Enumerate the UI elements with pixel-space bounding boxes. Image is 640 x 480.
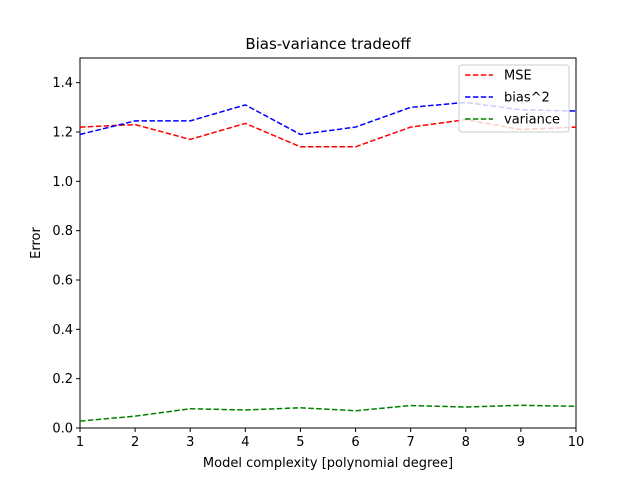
legend-label: MSE [504, 69, 532, 84]
chart-title: Bias-variance tradeoff [245, 35, 411, 53]
y-tick-label: 0.2 [52, 372, 73, 387]
y-tick-label: 1.0 [52, 175, 73, 190]
x-tick-label: 1 [76, 435, 84, 450]
x-tick-label: 3 [186, 435, 194, 450]
x-axis-label: Model complexity [polynomial degree] [203, 456, 453, 471]
y-axis-label: Error [29, 227, 44, 259]
x-tick-label: 8 [462, 435, 470, 450]
y-tick-label: 0.0 [52, 422, 73, 437]
x-tick-label: 7 [407, 435, 415, 450]
y-tick-label: 0.6 [52, 274, 73, 289]
y-tick-label: 0.4 [52, 323, 73, 338]
plot-frame [79, 57, 577, 429]
x-tick-label: 5 [296, 435, 304, 450]
x-tick-label: 10 [568, 435, 585, 450]
x-axis: 1 2 3 4 5 6 7 8 9 10 [76, 428, 584, 450]
plot-area [79, 57, 577, 429]
y-axis: 0.0 0.2 0.4 0.6 0.8 1.0 1.2 1.4 [52, 76, 80, 437]
y-tick-label: 1.2 [52, 126, 73, 141]
legend-label: variance [504, 113, 560, 128]
series-line-variance [79, 404, 577, 422]
legend-box [458, 64, 570, 133]
x-tick-label: 9 [517, 435, 525, 450]
x-tick-label: 6 [351, 435, 359, 450]
legend: MSE bias^2 variance [458, 64, 570, 133]
x-tick-label: 4 [241, 435, 249, 450]
x-tick-label: 2 [131, 435, 139, 450]
y-tick-label: 1.4 [52, 76, 73, 91]
legend-label: bias^2 [504, 91, 550, 106]
y-tick-label: 0.8 [52, 224, 73, 239]
series-layer [79, 101, 577, 422]
